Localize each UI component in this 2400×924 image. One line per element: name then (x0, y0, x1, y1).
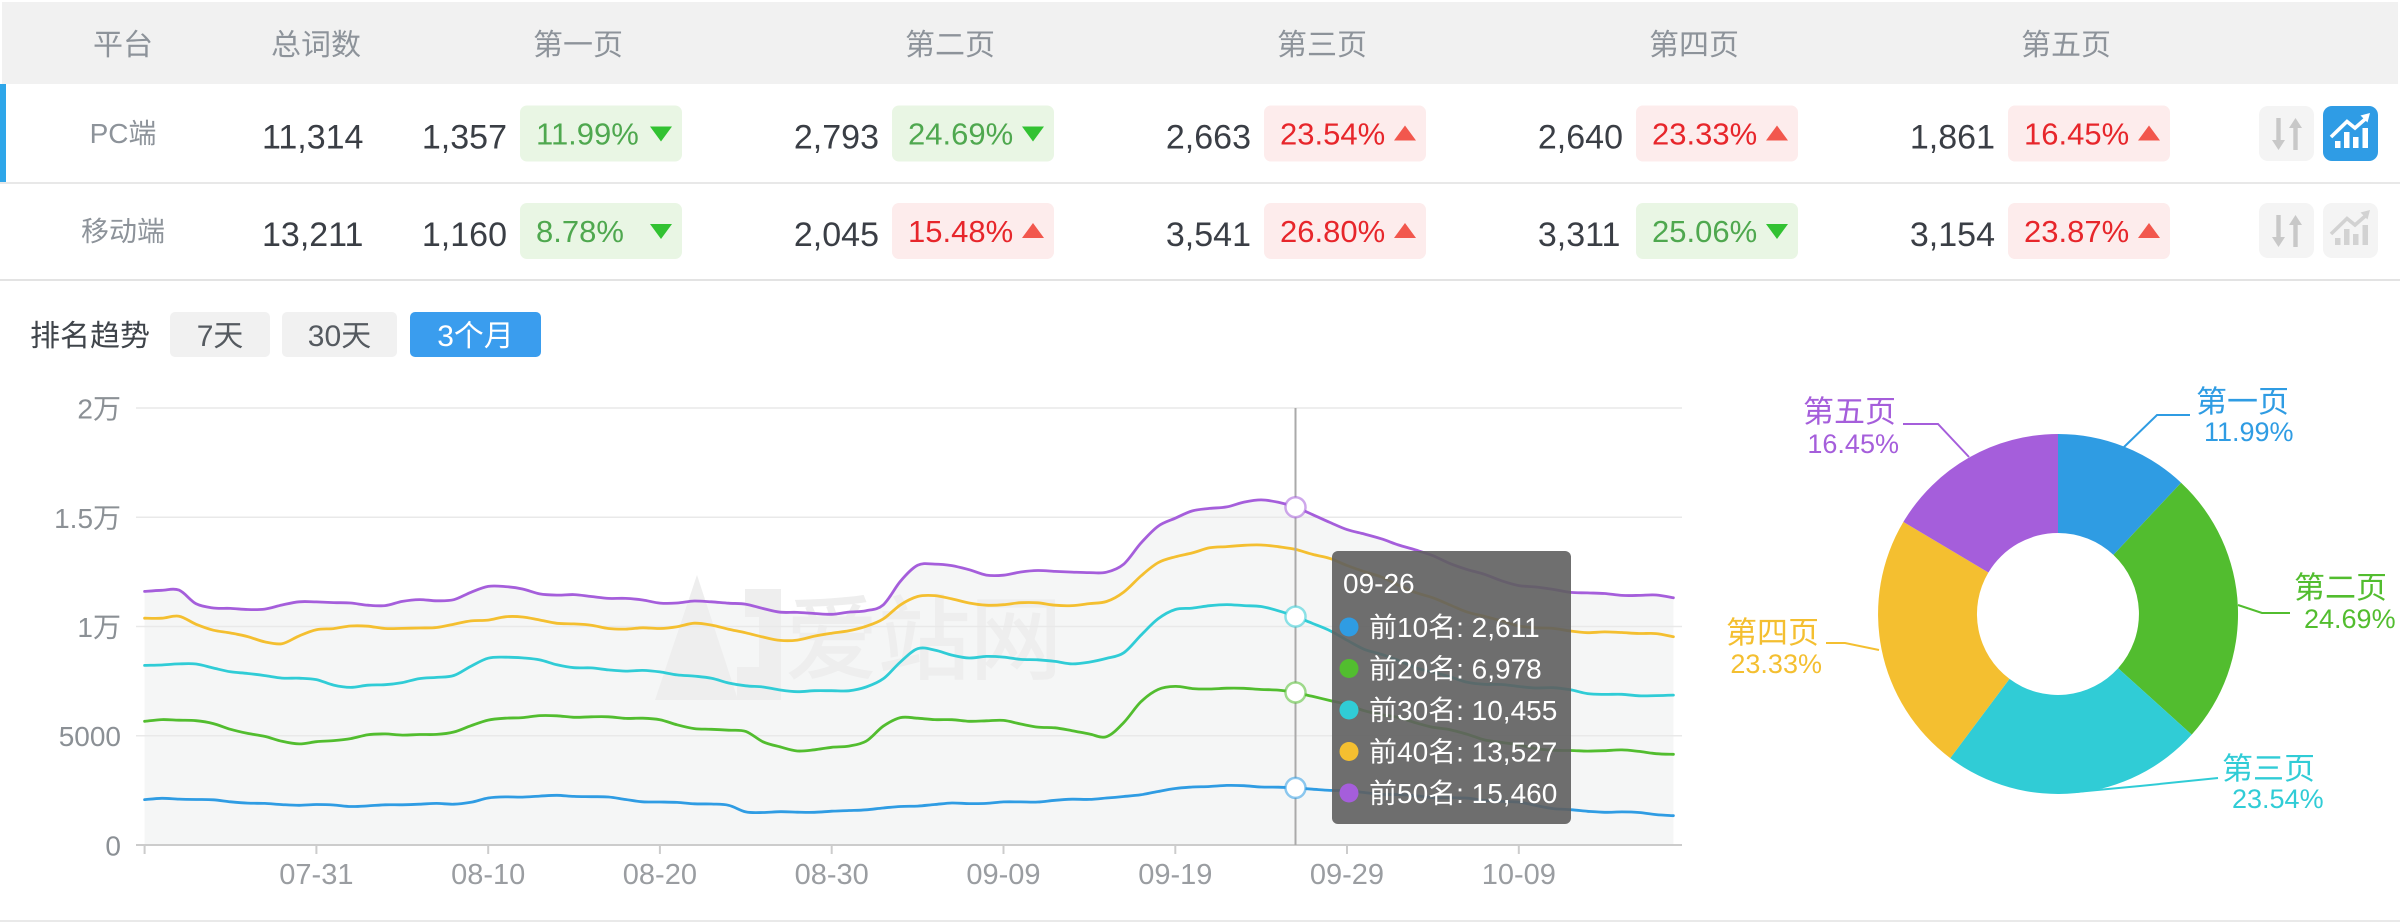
svg-text:50: 50 (1397, 778, 1428, 809)
svg-text:1.5: 1.5 (54, 503, 93, 534)
svg-text:: 2,611: : 2,611 (1456, 612, 1540, 643)
svg-text:09-09: 09-09 (966, 859, 1040, 891)
svg-text:08-30: 08-30 (795, 859, 869, 891)
svg-text:: 13,527: : 13,527 (1456, 737, 1557, 768)
svg-text:1,160: 1,160 (422, 216, 507, 254)
svg-text:7: 7 (197, 320, 214, 353)
svg-text:2,640: 2,640 (1538, 119, 1623, 157)
svg-text:2,663: 2,663 (1166, 119, 1251, 157)
svg-text:3,541: 3,541 (1166, 216, 1251, 254)
svg-text:8.78%: 8.78% (536, 214, 624, 249)
svg-text:1: 1 (77, 612, 93, 643)
svg-text:16.45%: 16.45% (2024, 117, 2129, 152)
svg-text:26.80%: 26.80% (1280, 214, 1385, 249)
svg-text:3,311: 3,311 (1538, 216, 1621, 254)
svg-text:23.54%: 23.54% (2232, 784, 2324, 814)
svg-text:09-19: 09-19 (1138, 859, 1212, 891)
svg-text:11.99%: 11.99% (2204, 417, 2294, 447)
svg-text:15.48%: 15.48% (908, 214, 1013, 249)
svg-text:: 6,978: : 6,978 (1456, 654, 1542, 685)
svg-text:30: 30 (1397, 695, 1428, 726)
svg-text:2,045: 2,045 (794, 216, 879, 254)
svg-text:2,793: 2,793 (794, 119, 879, 157)
svg-text:11,314: 11,314 (262, 119, 363, 157)
svg-text:13,211: 13,211 (262, 216, 363, 254)
svg-text:11.99%: 11.99% (536, 117, 639, 152)
svg-text:2: 2 (77, 394, 93, 425)
svg-text:25.06%: 25.06% (1652, 214, 1757, 249)
svg-text:23.33%: 23.33% (1730, 649, 1822, 679)
svg-text:3: 3 (437, 320, 454, 353)
svg-text:10-09: 10-09 (1482, 859, 1556, 891)
svg-text:24.69%: 24.69% (908, 117, 1013, 152)
svg-text:20: 20 (1397, 654, 1428, 685)
svg-text:16.45%: 16.45% (1807, 429, 1899, 459)
svg-text:30: 30 (308, 320, 341, 353)
svg-text:5000: 5000 (59, 721, 121, 752)
svg-text:23.54%: 23.54% (1280, 117, 1385, 152)
svg-text:0: 0 (105, 831, 121, 862)
svg-text:09-26: 09-26 (1343, 568, 1415, 599)
svg-text:40: 40 (1397, 737, 1428, 768)
svg-text:3,154: 3,154 (1910, 216, 1995, 254)
svg-text:: 15,460: : 15,460 (1456, 778, 1557, 809)
svg-text:PC: PC (90, 118, 129, 149)
svg-text:1,357: 1,357 (422, 119, 507, 157)
svg-text:08-10: 08-10 (451, 859, 525, 891)
svg-text:23.87%: 23.87% (2024, 214, 2129, 249)
svg-text:07-31: 07-31 (279, 859, 353, 891)
svg-text:08-20: 08-20 (623, 859, 697, 891)
svg-text:10: 10 (1397, 612, 1428, 643)
svg-text:24.69%: 24.69% (2304, 604, 2396, 634)
svg-text:09-29: 09-29 (1310, 859, 1384, 891)
svg-text:1,861: 1,861 (1910, 119, 1995, 157)
svg-text:: 10,455: : 10,455 (1456, 695, 1557, 726)
svg-text:23.33%: 23.33% (1652, 117, 1757, 152)
